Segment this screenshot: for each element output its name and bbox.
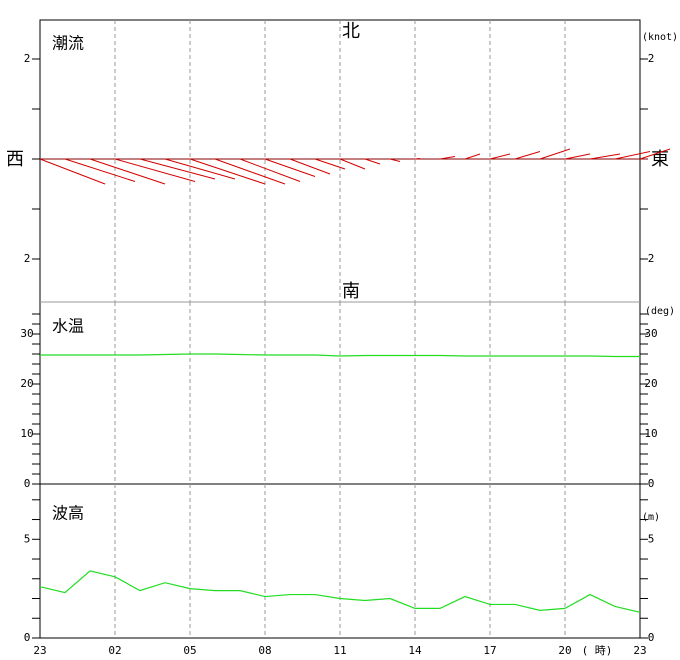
y-tick-label: 0 <box>648 477 655 490</box>
y-tick-label: 30 <box>20 327 33 340</box>
compass-west: 西 <box>6 149 24 170</box>
data-line <box>39 570 641 613</box>
current-vector <box>539 148 571 160</box>
current-vector <box>214 158 286 185</box>
current-vector <box>564 153 591 160</box>
panel-title: 潮流 <box>52 34 84 53</box>
data-line <box>40 353 640 358</box>
current-vector <box>114 158 196 182</box>
current-vector <box>364 158 381 165</box>
x-axis-label: ( 時) <box>582 644 613 657</box>
x-tick-label: 14 <box>408 644 422 657</box>
x-tick-label: 23 <box>633 644 646 657</box>
current-vector <box>89 158 166 185</box>
current-vector <box>264 158 316 177</box>
y-tick-label: 0 <box>24 477 31 490</box>
y-tick-label: 2 <box>24 52 31 65</box>
current-vector <box>239 158 301 182</box>
unit-label: (knot) <box>642 32 678 43</box>
x-tick-label: 23 <box>33 644 46 657</box>
y-tick-label: 0 <box>24 631 31 644</box>
y-tick-label: 2 <box>24 252 31 265</box>
x-tick-label: 11 <box>333 644 346 657</box>
x-tick-label: 05 <box>183 644 196 657</box>
panel-title: 波高 <box>52 504 84 523</box>
unit-label: (deg) <box>645 306 675 317</box>
current-vector <box>139 158 216 180</box>
current-vector <box>39 158 106 185</box>
compass-south: 南 <box>342 281 360 302</box>
y-tick-label: 0 <box>648 631 655 644</box>
compass-north: 北 <box>342 21 360 42</box>
panel-title: 水温 <box>52 317 84 336</box>
x-tick-label: 08 <box>258 644 271 657</box>
current-vector <box>289 158 331 175</box>
y-tick-label: 2 <box>648 52 655 65</box>
current-vector <box>339 158 366 170</box>
x-tick-label: 17 <box>483 644 496 657</box>
current-vector <box>464 153 481 160</box>
y-tick-label: 2 <box>648 252 655 265</box>
current-vector <box>414 158 421 160</box>
current-vector <box>189 158 266 185</box>
current-vector <box>489 153 511 160</box>
current-vector <box>589 153 621 160</box>
current-vector <box>614 151 651 160</box>
y-tick-label: 20 <box>20 377 33 390</box>
x-tick-label: 20 <box>558 644 571 657</box>
current-vector <box>439 156 456 160</box>
y-tick-label: 10 <box>644 427 657 440</box>
y-tick-label: 10 <box>20 427 33 440</box>
x-tick-label: 02 <box>108 644 121 657</box>
y-tick-label: 30 <box>644 327 657 340</box>
current-vector <box>164 158 236 180</box>
y-tick-label: 5 <box>24 532 31 545</box>
y-tick-label: 5 <box>648 532 655 545</box>
y-tick-label: 20 <box>644 377 657 390</box>
current-vector <box>314 158 346 170</box>
current-vector <box>389 158 401 162</box>
unit-label: (m) <box>642 512 660 523</box>
current-vector <box>64 158 136 182</box>
current-vector <box>639 148 671 160</box>
current-vector <box>514 151 541 160</box>
